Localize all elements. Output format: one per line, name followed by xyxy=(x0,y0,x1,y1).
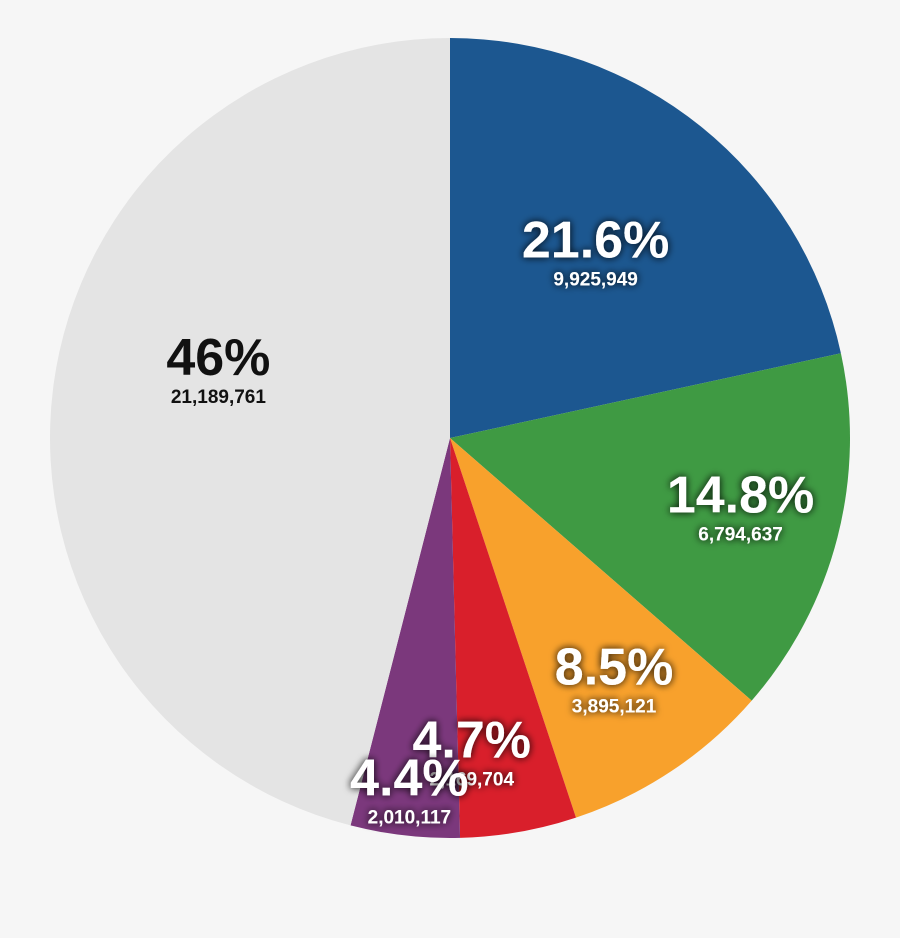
slice-percent-label: 4.7% xyxy=(412,711,531,769)
slice-percent-label: 21.6% xyxy=(522,211,669,269)
pie-slice-3 xyxy=(450,438,752,818)
slice-count-label: 9,925,949 xyxy=(553,269,638,290)
slice-count-label: 2,010,117 xyxy=(368,808,451,829)
slice-percent-label: 4.4% xyxy=(350,750,469,808)
pie-slice-4 xyxy=(450,438,576,838)
pie-slice-1 xyxy=(450,38,841,438)
pie-slice-2 xyxy=(450,353,850,701)
pie-labels: 21.6%9,925,949 14.8%6,794,637 8.5%3,895,12… xyxy=(166,211,814,828)
slice-percent-label: 8.5% xyxy=(555,638,674,696)
slice-percent-label: 46% xyxy=(166,329,270,387)
slice-count-label: 3,895,121 xyxy=(572,696,657,717)
slice-count-label: 21,189,761 xyxy=(171,387,267,408)
slice-count-label: 2,169,704 xyxy=(429,769,514,790)
pie-slices xyxy=(50,38,850,838)
pie-slice-6 xyxy=(50,38,451,826)
slice-count-label: 6,794,637 xyxy=(698,525,783,546)
pie-slice-5 xyxy=(350,438,461,838)
slice-percent-label: 14.8% xyxy=(667,467,814,525)
